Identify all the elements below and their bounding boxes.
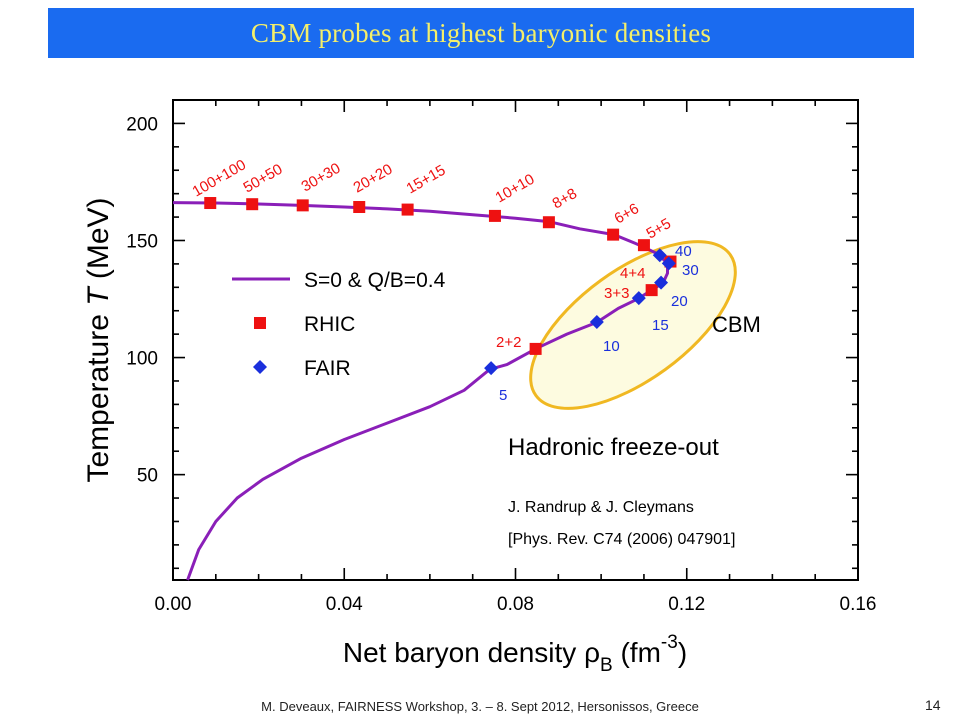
rhic-label: 4+4 (620, 265, 645, 282)
legend-label-curve: S=0 & Q/B=0.4 (304, 269, 446, 292)
slide-title: CBM probes at highest baryonic densities (250, 17, 712, 48)
rhic-label: 8+8 (550, 185, 581, 212)
rhic-marker (542, 216, 555, 229)
y-tick-label: 150 (126, 231, 158, 252)
rhic-marker (607, 228, 620, 241)
fair-label: 20 (671, 293, 688, 310)
rhic-marker (296, 199, 309, 212)
rhic-label: 5+5 (644, 215, 675, 242)
y-axis-title: Temperature T (MeV) (82, 197, 115, 482)
reference-citation: [Phys. Rev. C74 (2006) 047901] (508, 531, 735, 548)
rhic-label: 20+20 (351, 161, 396, 197)
legend-diamond-swatch (253, 360, 267, 374)
rhic-label: 30+30 (299, 160, 344, 196)
x-axis-title: Net baryon density ρB (fm-3) (343, 632, 687, 676)
legend-label-fair: FAIR (304, 357, 351, 380)
x-tick-label: 0.16 (840, 594, 877, 615)
fair-marker (654, 275, 669, 290)
y-tick-label: 200 (126, 114, 158, 135)
fair-label: 40 (675, 243, 692, 260)
rhic-marker (353, 201, 366, 214)
x-tick-label: 0.08 (497, 594, 534, 615)
rhic-label: 3+3 (604, 285, 629, 302)
fair-label: 10 (603, 338, 620, 355)
rhic-label: 50+50 (241, 161, 286, 197)
y-tick-label: 50 (137, 466, 158, 487)
fair-marker (652, 248, 667, 263)
rhic-label: 10+10 (493, 171, 538, 207)
rhic-marker (645, 284, 658, 297)
freezeout-label: Hadronic freeze-out (508, 434, 719, 461)
x-tick-label: 0.04 (326, 594, 363, 615)
cbm-label: CBM (712, 312, 761, 337)
reference-authors: J. Randrup & J. Cleymans (508, 499, 694, 516)
legend-label-rhic: RHIC (304, 313, 355, 336)
rhic-label: 6+6 (612, 200, 643, 227)
rhic-marker (401, 203, 414, 216)
cbm-region-ellipse (529, 240, 737, 410)
rhic-label: 2+2 (496, 334, 521, 351)
fair-marker (484, 361, 499, 376)
x-tick-label: 0.00 (155, 594, 192, 615)
fair-label: 15 (652, 317, 669, 334)
footer-text: M. Deveaux, FAIRNESS Workshop, 3. – 8. S… (261, 699, 699, 714)
x-tick-label: 0.12 (668, 594, 705, 615)
page-number: 14 (925, 697, 941, 713)
fair-marker (661, 256, 676, 271)
rhic-marker (488, 209, 501, 222)
rhic-marker (637, 239, 650, 252)
rhic-marker (204, 197, 217, 210)
fair-marker (631, 291, 646, 306)
legend-square-swatch (254, 317, 266, 329)
rhic-marker (246, 198, 259, 211)
fair-label: 30 (682, 262, 699, 279)
rhic-label: 100+100 (190, 156, 249, 200)
fair-marker (589, 314, 604, 329)
y-tick-label: 100 (126, 349, 158, 370)
fair-label: 5 (499, 387, 507, 404)
rhic-label: 15+15 (404, 162, 449, 198)
rhic-marker (529, 342, 542, 355)
title-bar: CBM probes at highest baryonic densities (48, 8, 914, 58)
